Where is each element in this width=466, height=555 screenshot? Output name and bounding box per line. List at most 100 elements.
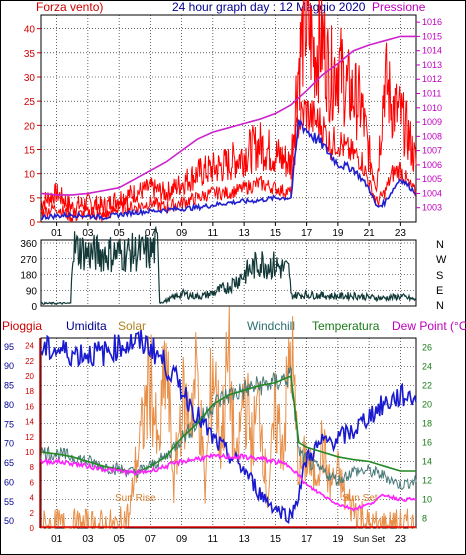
- direction-y-label-360: 360: [20, 239, 37, 250]
- wind-right-label: Pressione: [372, 0, 426, 14]
- temp-label-20: 20: [422, 400, 432, 410]
- direction-line: [40, 225, 417, 306]
- weather-x-label-6: 13: [239, 534, 251, 545]
- pressure-label-1015: 1015: [422, 31, 442, 41]
- direction-axis: 0 90 180 270 360: [20, 239, 37, 313]
- wind-y-label-20: 20: [24, 121, 36, 132]
- weather-x-label-7: 15: [270, 534, 282, 545]
- compass-n-top: N: [436, 239, 444, 251]
- rain-label-4: 4: [30, 494, 35, 503]
- wind-x-label-05: 05: [114, 228, 126, 239]
- dew-point-line: [40, 452, 417, 512]
- label-solar: Solar: [118, 319, 146, 333]
- compass-e: E: [436, 285, 443, 297]
- weather-x-label-2: 05: [114, 534, 126, 545]
- humidity-label-85: 85: [4, 381, 14, 391]
- wind-y-label-25: 25: [24, 97, 36, 108]
- pressure-label-1016: 1016: [422, 17, 442, 27]
- direction-y-label-270: 270: [20, 255, 37, 266]
- weather-x-label-3: 07: [145, 534, 157, 545]
- pressure-label-1010: 1010: [422, 103, 442, 113]
- pressure-line: [40, 35, 416, 196]
- wind-time-axis: 01 03 05 07 09 11 13 15 17 19 21 23: [51, 222, 406, 239]
- solar-line: [41, 306, 416, 530]
- rain-label-10: 10: [25, 448, 34, 457]
- temp-label-24: 24: [422, 362, 432, 372]
- temp-label-26: 26: [422, 343, 432, 353]
- label-temperatura: Temperatura: [312, 319, 380, 333]
- wind-y-label-35: 35: [24, 49, 36, 60]
- windchill-line: [40, 365, 417, 491]
- rain-label-12: 12: [25, 433, 34, 442]
- weather-x-label-8: 17: [301, 534, 313, 545]
- rain-label-22: 22: [25, 357, 34, 366]
- wind-x-label-11: 11: [208, 228, 219, 239]
- pressure-label-1009: 1009: [422, 117, 442, 127]
- wind-y-label-30: 30: [24, 73, 36, 84]
- temp-label-10: 10: [422, 495, 432, 505]
- wind-x-label-13: 13: [239, 228, 251, 239]
- compass-s: S: [436, 270, 443, 282]
- temp-label-16: 16: [422, 438, 432, 448]
- temp-label-8: 8: [422, 514, 427, 524]
- label-umidita: Umidita: [66, 319, 107, 333]
- pressure-label-1003: 1003: [422, 203, 442, 213]
- sunset-label: Sun Set: [342, 493, 378, 504]
- weather-x-label-0: 01: [51, 534, 63, 545]
- wind-y-label-5: 5: [29, 194, 35, 205]
- rain-label-20: 20: [25, 372, 34, 381]
- pressure-label-1005: 1005: [422, 174, 442, 184]
- wind-speed-axis: 0 5 10 15 20 25 30 35 40: [24, 25, 41, 229]
- temperature-line: [40, 374, 416, 474]
- compass-labels: N W S E N: [436, 239, 447, 312]
- avg-wind-line: [40, 119, 417, 221]
- weather-panel: [40, 337, 417, 529]
- pressure-label-1014: 1014: [422, 46, 442, 56]
- wind-x-label-01: 01: [51, 228, 63, 239]
- humidity-label-80: 80: [4, 400, 14, 410]
- rain-label-24: 24: [25, 342, 34, 351]
- wind-y-label-15: 15: [24, 146, 36, 157]
- direction-y-label-180: 180: [20, 271, 37, 282]
- weather-time-axis: 01 03 05 07 09 11 13 15 17 19 Sun Set 23: [51, 534, 406, 545]
- direction-y-label-90: 90: [26, 286, 38, 297]
- wind-speed-line: [40, 99, 417, 223]
- wind-y-label-40: 40: [24, 25, 36, 36]
- humidity-label-70: 70: [4, 439, 14, 449]
- temp-label-22: 22: [422, 381, 432, 391]
- wind-y-label-0: 0: [29, 218, 35, 229]
- label-pioggia: Pioggia: [2, 319, 42, 333]
- wind-left-label: Forza vento): [36, 0, 103, 14]
- rain-label-8: 8: [30, 463, 35, 472]
- pressure-label-1008: 1008: [422, 131, 442, 141]
- rain-label-18: 18: [25, 387, 34, 396]
- wind-series: [40, 0, 417, 223]
- direction-series: [40, 225, 417, 306]
- pressure-label-1011: 1011: [422, 89, 441, 99]
- humidity-axis: 50 55 60 65 70 75 80 85 90 95: [4, 342, 14, 526]
- humidity-label-75: 75: [4, 419, 14, 429]
- compass-w: W: [436, 254, 447, 266]
- temp-label-18: 18: [422, 419, 432, 429]
- humidity-label-95: 95: [4, 342, 14, 352]
- compass-n-bottom: N: [436, 300, 444, 312]
- rain-label-6: 6: [30, 478, 35, 487]
- chart-title: 24 hour graph day : 12 Maggio 2020: [172, 0, 366, 14]
- wind-panel: [40, 14, 417, 223]
- wind-y-label-10: 10: [24, 170, 36, 181]
- rain-label-2: 2: [30, 509, 35, 518]
- wind-x-label-17: 17: [301, 228, 313, 239]
- wind-x-label-07: 07: [145, 228, 157, 239]
- wind-x-label-03: 03: [82, 228, 94, 239]
- temp-label-12: 12: [422, 476, 432, 486]
- humidity-label-65: 65: [4, 458, 14, 468]
- pressure-axis: 1003 1004 1005 1006 1007 1008 1009 1010 1011 1012…: [416, 17, 442, 213]
- pressure-label-1012: 1012: [422, 74, 442, 84]
- wind-x-label-15: 15: [270, 228, 282, 239]
- rain-label-16: 16: [25, 402, 34, 411]
- humidity-label-60: 60: [4, 477, 14, 487]
- weather-x-label-10: Sun Set: [353, 534, 386, 544]
- weather-x-label-4: 09: [176, 534, 188, 545]
